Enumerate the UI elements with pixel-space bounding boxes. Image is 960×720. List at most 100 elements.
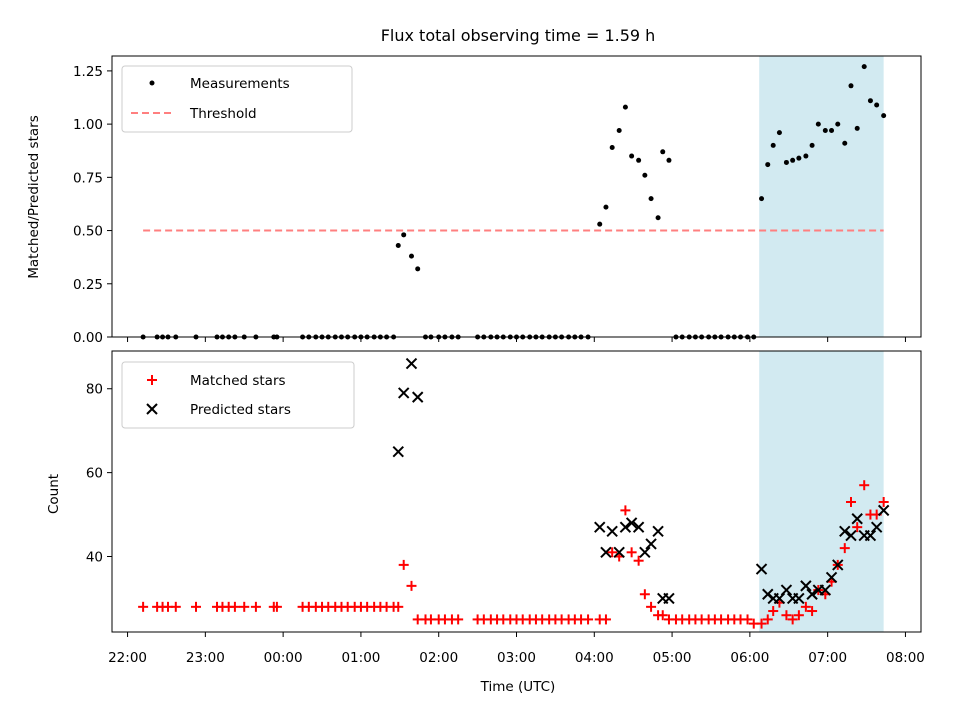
measurement-point <box>395 242 401 248</box>
matched-star-point <box>639 589 650 600</box>
matched-star-point <box>793 610 804 621</box>
matched-star-point <box>800 601 811 612</box>
measurement-point <box>770 142 776 148</box>
predicted-star-point <box>793 592 805 605</box>
matched-star-point <box>633 555 644 566</box>
matched-star-point <box>170 601 181 612</box>
matched-star-point <box>406 580 417 591</box>
predicted-star-point <box>755 563 768 575</box>
bottom-panel-y-axis-label: Count <box>46 474 62 514</box>
measurement-point <box>655 215 661 221</box>
measurement-point <box>609 145 615 151</box>
measurement-point <box>408 253 414 259</box>
predicted-star-point <box>780 584 793 596</box>
measurement-point <box>803 153 809 159</box>
measurement-point <box>597 221 603 227</box>
top-panel-legend: Measurements Threshold <box>121 65 353 133</box>
chart-title: Flux total observing time = 1.59 h <box>381 26 656 45</box>
matched-star-point <box>271 601 282 612</box>
top-y-tick-label: 1.00 <box>73 117 103 133</box>
predicted-star-point <box>412 391 424 403</box>
matched-star-point <box>768 606 779 617</box>
measurement-point <box>765 162 771 168</box>
predicted-star-point <box>663 592 675 605</box>
predicted-star-point <box>613 546 625 559</box>
x-tick-label: 03:00 <box>497 650 536 666</box>
measurement-point <box>822 128 828 134</box>
measurement-point <box>616 128 622 134</box>
x-tick-label: 07:00 <box>808 650 847 666</box>
measurement-point <box>636 157 642 163</box>
x-tick-label: 05:00 <box>653 650 692 666</box>
matched-star-point <box>229 601 240 612</box>
predicted-star-point <box>652 525 664 538</box>
predicted-star-point <box>864 529 877 542</box>
bottom-panel-legend: Matched stars Predicted stars <box>121 361 355 429</box>
predicted-star-point <box>606 525 618 538</box>
x-axis-label: Time (UTC) <box>480 679 556 695</box>
predicted-star-point <box>851 513 863 525</box>
measurement-point <box>809 142 815 148</box>
top-y-tick-label: 0.75 <box>73 170 103 186</box>
bottom-y-tick-label: 80 <box>86 382 103 398</box>
measurement-point <box>835 121 841 127</box>
predicted-star-point <box>825 571 838 584</box>
predicted-star-point <box>405 357 418 370</box>
predicted-star-point <box>632 521 645 533</box>
measurement-point <box>867 98 873 104</box>
legend-matched-label: Matched stars <box>190 373 286 389</box>
bottom-y-tick-label: 40 <box>86 550 103 566</box>
measurement-point <box>603 204 609 210</box>
matched-star-point <box>600 614 611 625</box>
top-y-tick-label: 1.25 <box>73 64 103 80</box>
matched-star-point <box>781 610 792 621</box>
matched-star-point <box>646 601 657 612</box>
matched-star-point <box>626 547 637 558</box>
top-y-tick-label: 0.25 <box>73 277 103 293</box>
predicted-star-point <box>392 445 404 458</box>
measurement-point <box>783 159 789 165</box>
predicted-star-point <box>870 521 883 533</box>
measurement-point <box>759 196 765 202</box>
measurement-point <box>861 64 867 70</box>
matched-star-point <box>239 601 250 612</box>
bottom-panel-counts: 40 60 80 22:00 23:00 00:00 01:00 02:00 03:00 04:… <box>46 350 925 695</box>
matched-star-point <box>807 606 818 617</box>
predicted-star-point <box>619 521 632 533</box>
measurement-point <box>874 102 880 108</box>
predicted-star-point <box>625 517 638 529</box>
legend-measurements-label: Measurements <box>190 76 290 92</box>
top-y-tick-label: 0.00 <box>73 330 103 346</box>
predicted-star-point <box>832 559 844 571</box>
matched-star-point <box>620 505 631 516</box>
measurement-point <box>648 196 654 202</box>
x-tick-label: 04:00 <box>575 650 614 666</box>
measurement-point <box>848 83 854 89</box>
predicted-star-point <box>397 387 410 399</box>
legend-measurements-marker <box>149 80 155 86</box>
matched-star-point <box>787 614 798 625</box>
measurement-point <box>660 149 666 155</box>
matched-star-point <box>453 614 464 625</box>
top-panel-y-axis-label: Matched/Predicted stars <box>26 115 42 278</box>
measurement-point <box>829 128 835 134</box>
predicted-star-point <box>806 588 818 600</box>
measurement-point <box>642 172 648 178</box>
predicted-star-point <box>639 546 651 559</box>
predicted-star-point <box>594 521 606 533</box>
legend-threshold-label: Threshold <box>189 106 257 122</box>
matched-star-point <box>845 496 856 507</box>
matched-star-point <box>398 559 409 570</box>
predicted-star-point <box>839 525 851 538</box>
top-legend-frame <box>121 65 353 133</box>
legend-matched-marker <box>147 375 157 385</box>
x-tick-label: 06:00 <box>730 650 769 666</box>
measurement-point <box>842 140 848 146</box>
measurement-point <box>796 155 802 161</box>
measurement-point <box>854 125 860 131</box>
legend-predicted-label: Predicted stars <box>190 402 291 418</box>
measurement-point <box>622 104 628 110</box>
predicted-star-point <box>877 504 890 517</box>
measurement-point <box>776 130 782 136</box>
bottom-legend-frame <box>121 361 355 429</box>
